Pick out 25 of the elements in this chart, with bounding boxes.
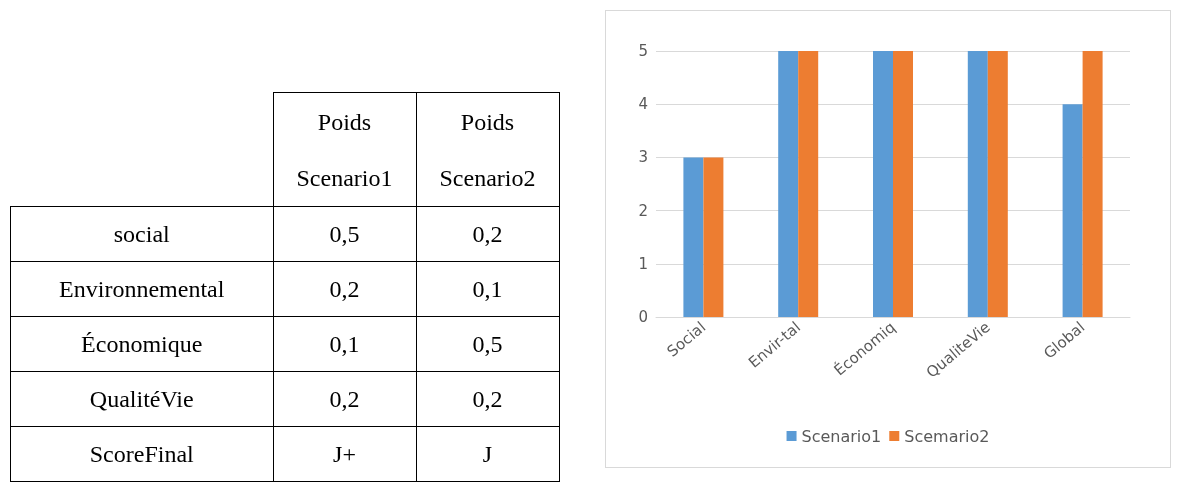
y-tick-label: 5 (638, 42, 648, 60)
text: 0,2 (329, 385, 360, 412)
text: J (482, 440, 493, 467)
category-label: Économique (81, 330, 203, 357)
y-tick-label: 0 (638, 308, 648, 326)
text: 0,2 (329, 275, 360, 302)
category-label: social (113, 220, 170, 247)
text: 0,2 (472, 220, 503, 247)
text: 0,5 (329, 220, 360, 247)
legend-label: Scemario2 (904, 426, 990, 446)
y-tick-label: 1 (638, 254, 648, 273)
text: 0,1 (472, 275, 503, 302)
category-label: Poids Scenario1 (296, 108, 393, 191)
legend-label: Scenario1 (801, 426, 882, 446)
y-tick-label: 3 (638, 148, 648, 167)
text: 0,1 (329, 330, 360, 357)
text: 0,2 (472, 385, 503, 412)
category-label: Environnemental (59, 275, 225, 302)
y-tick-label: 2 (638, 201, 648, 220)
category-label: ScoreFinal (89, 440, 194, 467)
category-label: Poids Scenario2 (439, 108, 536, 191)
y-tick-label: 4 (638, 95, 648, 114)
text: 0,5 (472, 330, 503, 357)
category-label: QualitéVie (89, 385, 194, 412)
text: J+ (333, 440, 356, 467)
